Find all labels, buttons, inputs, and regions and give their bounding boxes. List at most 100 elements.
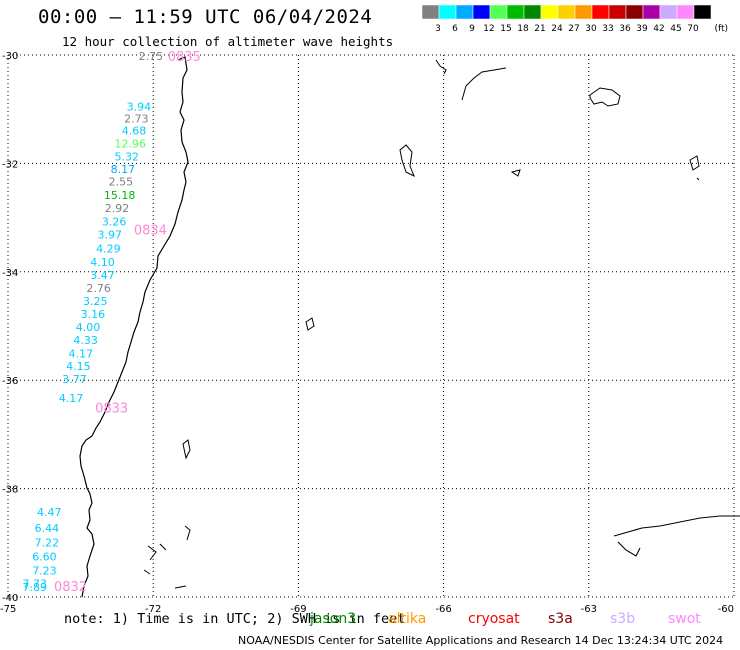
wave-height-label: 3.25 bbox=[83, 295, 108, 308]
wave-height-label: 4.29 bbox=[96, 242, 121, 255]
colorbar-swatch bbox=[523, 4, 542, 20]
wave-height-label: 2.92 bbox=[105, 202, 130, 215]
pass-time-label: 0832 bbox=[54, 580, 87, 595]
island-fragment-3 bbox=[305, 317, 315, 331]
colorbar-tick-label: 9 bbox=[469, 24, 475, 34]
lon-tick-label: -69 bbox=[290, 604, 306, 615]
colorbar-swatch bbox=[506, 4, 525, 20]
falkland-islands bbox=[589, 87, 621, 107]
colorbar-tick-label: 30 bbox=[585, 24, 597, 34]
chile-coastline bbox=[79, 56, 189, 598]
colorbar-swatch bbox=[557, 4, 576, 20]
colorbar-tick-label: 33 bbox=[602, 24, 613, 34]
colorbar-unit: (ft) bbox=[714, 24, 728, 34]
lat-tick-label: -30 bbox=[2, 51, 18, 62]
colorbar-swatch bbox=[608, 4, 627, 20]
lon-tick-label: -63 bbox=[581, 604, 597, 615]
wave-height-label: 4.17 bbox=[69, 348, 94, 361]
lon-tick-label: -60 bbox=[718, 604, 734, 615]
wave-height-label: 4.17 bbox=[59, 392, 84, 405]
colorbar-swatch bbox=[591, 4, 610, 20]
satellite-legend-item: jason3 bbox=[310, 611, 357, 627]
colorbar-tick-label: 27 bbox=[568, 24, 579, 34]
lat-tick-label: -38 bbox=[2, 485, 18, 496]
satellite-legend-item: cryosat bbox=[468, 611, 520, 627]
wave-height-label: 3.77 bbox=[62, 373, 87, 386]
lon-tick-label: -72 bbox=[145, 604, 161, 615]
wave-height-label: 7.22 bbox=[35, 536, 60, 549]
wave-height-label: 7.89 bbox=[23, 581, 48, 594]
wave-height-label: 2.73 bbox=[124, 112, 149, 125]
colorbar-tick-label: 42 bbox=[653, 24, 664, 34]
wave-height-label: 5.32 bbox=[114, 150, 139, 163]
wave-height-label: 3.94 bbox=[127, 100, 152, 113]
island-fragment-4 bbox=[182, 439, 191, 460]
pass-time-label: 0835 bbox=[168, 50, 201, 65]
wave-height-label: 2.75 bbox=[139, 50, 164, 63]
lat-tick-label: -34 bbox=[2, 268, 18, 279]
wave-height-label: 3.16 bbox=[81, 308, 106, 321]
colorbar-swatch bbox=[625, 4, 644, 20]
wave-height-label: 4.47 bbox=[37, 506, 62, 519]
wave-height-label: 4.00 bbox=[76, 321, 101, 334]
colorbar-swatch bbox=[540, 4, 559, 20]
colorbar-swatch bbox=[455, 4, 474, 20]
colorbar-tick-label: 6 bbox=[452, 24, 458, 34]
colorbar-tick-label: 24 bbox=[551, 24, 563, 34]
wave-height-label: 3.97 bbox=[98, 228, 123, 241]
colorbar-tick-label: 39 bbox=[636, 24, 648, 34]
island-fragment-2 bbox=[510, 169, 521, 177]
colorbar-swatch bbox=[693, 4, 712, 20]
satellite-legend-item: s3a bbox=[548, 611, 573, 627]
wave-height-label: 3.26 bbox=[102, 215, 127, 228]
wave-height-label: 12.96 bbox=[114, 137, 146, 150]
southern-islands bbox=[143, 525, 191, 589]
wave-height-label: 4.15 bbox=[66, 360, 91, 373]
northern-coast-fragment bbox=[435, 59, 507, 101]
satellite-legend-item: altika bbox=[388, 611, 427, 627]
colorbar-tick-label: 45 bbox=[670, 24, 681, 34]
wave-height-label: 2.55 bbox=[109, 175, 134, 188]
wave-height-label: 6.60 bbox=[32, 550, 57, 563]
lat-tick-label: -32 bbox=[2, 159, 18, 170]
wave-height-labels: 2.753.942.734.6812.965.328.172.5515.182.… bbox=[23, 50, 164, 594]
coastline bbox=[79, 56, 740, 598]
lat-tick-label: -36 bbox=[2, 376, 18, 387]
colorbar-swatch bbox=[676, 4, 695, 20]
graticule-grid: -30 -32 -34 -36 -38 -40-75 -72 -69 -66 -63 -60 bbox=[0, 51, 735, 615]
wave-height-label: 15.18 bbox=[104, 189, 136, 202]
satellite-legend-item: s3b bbox=[610, 611, 636, 627]
map-subtitle: 12 hour collection of altimeter wave hei… bbox=[62, 34, 394, 49]
satellite-legend-item: swot bbox=[668, 611, 701, 627]
pass-time-label: 0834 bbox=[134, 224, 167, 239]
south-atlantic-islands bbox=[689, 155, 700, 181]
pass-time-labels: 0835 0834 0833 0832 bbox=[54, 50, 201, 595]
wave-height-label: 7.23 bbox=[32, 564, 57, 577]
wave-height-label: 4.10 bbox=[90, 256, 115, 269]
wave-height-label: 8.17 bbox=[111, 163, 136, 176]
lon-tick-label: -66 bbox=[435, 604, 451, 615]
colorbar-swatch bbox=[472, 4, 491, 20]
colorbar-tick-label: 3 bbox=[435, 24, 441, 34]
lon-tick-label: -75 bbox=[0, 604, 16, 615]
wave-height-label: 7.73 bbox=[23, 577, 48, 590]
colorbar-swatch bbox=[438, 4, 457, 20]
pass-time-label: 0833 bbox=[95, 401, 128, 416]
colorbar-tick-label: 70 bbox=[687, 24, 699, 34]
colorbar-tick-label: 15 bbox=[500, 24, 511, 34]
colorbar-swatch bbox=[642, 4, 661, 20]
footnote: note: 1) Time is in UTC; 2) SWH is in fe… bbox=[64, 611, 406, 627]
wave-height-label: 4.68 bbox=[122, 124, 146, 137]
wave-height-label: 3.47 bbox=[90, 269, 115, 282]
wave-height-label: 6.44 bbox=[35, 522, 60, 535]
wave-height-label: 4.33 bbox=[73, 334, 98, 347]
lat-tick-label: -40 bbox=[2, 593, 18, 604]
island-fragment bbox=[399, 144, 415, 178]
colorbar-tick-label: 21 bbox=[534, 24, 545, 34]
colorbar-tick-label: 36 bbox=[619, 24, 631, 34]
wave-height-label: 2.76 bbox=[86, 282, 111, 295]
colorbar-swatch bbox=[489, 4, 508, 20]
colorbar-swatch bbox=[659, 4, 678, 20]
colorbar-tick-label: 12 bbox=[483, 24, 494, 34]
